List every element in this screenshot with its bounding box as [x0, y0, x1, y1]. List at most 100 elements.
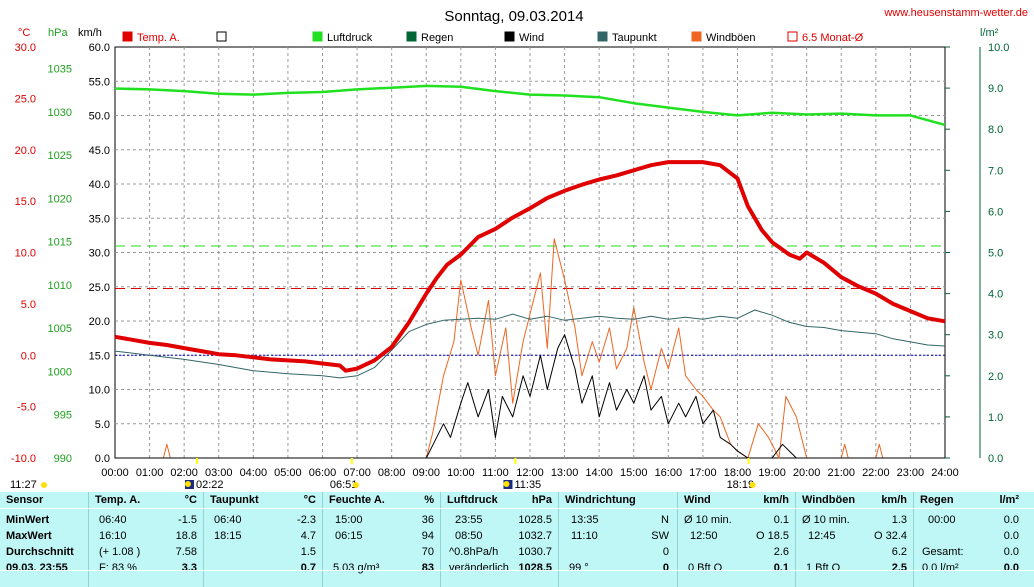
rain-tick-label: 6.0: [988, 206, 1003, 218]
wind-current-value: 0.1: [773, 562, 789, 574]
speed-tick-label: 60.0: [89, 42, 110, 54]
x-tick-label: 09:00: [412, 467, 440, 479]
wind-header: Wind: [684, 494, 711, 506]
x-tick-label: 07:00: [343, 467, 371, 479]
sun-icon: [41, 482, 47, 488]
wind-max-time: 12:50: [690, 530, 718, 542]
x-tick-label: 17:00: [689, 467, 717, 479]
gust-unit: km/h: [881, 494, 907, 506]
wind-bft: 0 Bft O: [688, 562, 723, 574]
pressure-tick-label: 1035: [48, 64, 72, 76]
dew-max-time: 18:15: [214, 530, 242, 542]
press-min-time: 23:55: [455, 514, 483, 526]
humidity-column: Feuchte A.% 15:00 36 06:15 94 70 5.03 g/m³…: [323, 492, 441, 587]
series: [114, 84, 946, 459]
dir-header: Windrichtung: [565, 494, 636, 506]
press-avg-value: 1030.7: [518, 546, 552, 558]
legend-swatch: [312, 31, 323, 42]
dir-current-value: 0: [662, 562, 669, 574]
hum-min-time: 15:00: [335, 514, 363, 526]
series-line-windb-en: [115, 238, 945, 459]
rain-tick-label: 9.0: [988, 83, 1003, 95]
dewpoint-column: Taupunkt °C 06:40 -2.3 18:15 4.7 1.5 0.7: [204, 492, 323, 587]
speed-tick-label: 50.0: [89, 111, 110, 123]
rain-tick-label: 7.0: [988, 165, 1003, 177]
dew-unit: °C: [303, 494, 316, 506]
legend-label: Taupunkt: [612, 32, 657, 44]
series-line-taupunkt: [114, 309, 946, 379]
legend-label: Luftdruck: [327, 32, 373, 44]
x-tick-label: 19:00: [758, 467, 786, 479]
wind-avg-value: 2.6: [773, 546, 789, 558]
hum-avg-value: 70: [421, 546, 434, 558]
temp-tick-label: -5.0: [17, 402, 36, 414]
x-tick-label: 00:00: [101, 467, 129, 479]
legend-swatch: [406, 31, 417, 42]
series-line-wind: [115, 334, 945, 459]
gust-max-value: O 32.4: [873, 530, 907, 542]
speed-tick-label: 30.0: [89, 248, 110, 260]
gust-header: Windböen: [802, 494, 856, 506]
legend: Temp. A. Luftdruck Regen Wind Taupunkt Windbö…: [122, 31, 864, 44]
durchschnitt-label: Durchschnitt: [6, 546, 74, 558]
x-tick-label: 08:00: [378, 467, 406, 479]
rain-header: Regen: [920, 494, 954, 506]
pressure-tick-label: 990: [54, 453, 72, 465]
x-tick-label: 16:00: [655, 467, 683, 479]
x-tick-label: 10:00: [447, 467, 475, 479]
temp-avg-value: 7.58: [175, 546, 197, 558]
dir-degrees: 99 °: [569, 562, 589, 574]
unit-rain-label: l/m²: [980, 27, 999, 39]
sun-icon: [352, 482, 359, 488]
x-tick-label: 18:00: [724, 467, 752, 479]
current-datetime: 09.03. 23:55: [6, 562, 68, 574]
press-current-value: 1028.5: [518, 562, 552, 574]
rain-unit: l/m²: [999, 494, 1019, 506]
rain-total-value: 0.0: [1003, 546, 1019, 558]
unit-temp-label: °C: [18, 27, 30, 39]
dew-avg-value: 1.5: [300, 546, 316, 558]
x-tick-label: 03:00: [205, 467, 233, 479]
press-max-time: 08:50: [455, 530, 483, 542]
weather-chart: Sonntag, 09.03.2014 www.heusenstamm-wett…: [10, 7, 1028, 491]
temp-tick-label: 20.0: [15, 145, 36, 157]
temp-min-time: 06:40: [99, 514, 127, 526]
rain-tick-label: 8.0: [988, 124, 1003, 136]
temp-column: Temp. A. °C 06:40 -1.5 16:10 18.8 (+ 1.08 )…: [89, 492, 204, 587]
speed-tick-label: 55.0: [89, 76, 110, 88]
rain-tick-label: 10.0: [988, 42, 1009, 54]
speed-tick-label: 10.0: [89, 385, 110, 397]
pressure-tick-label: 1020: [48, 193, 72, 205]
axes: 00:00 01:00 02:00 03:00 04:00 05:00 06:00 07:00…: [11, 42, 1010, 479]
dew-min-value: -2.3: [297, 514, 316, 526]
legend-swatch: [691, 31, 702, 42]
event-time-label: 18:19: [727, 479, 755, 491]
dew-max-value: 4.7: [300, 530, 316, 542]
pressure-tick-label: 1005: [48, 323, 72, 335]
rain-current-value: 0.0: [1003, 562, 1019, 574]
rain-tick-label: 4.0: [988, 289, 1003, 301]
hum-header: Feuchte A.: [329, 494, 385, 506]
pressure-tick-label: 1010: [48, 280, 72, 292]
legend-swatch: [504, 31, 515, 42]
unit-speed-label: km/h: [78, 27, 102, 39]
stats-table: Sensor MinWert MaxWert Durchschnitt 09.0…: [0, 492, 1034, 587]
x-tick-label: 06:00: [309, 467, 337, 479]
event-time-label: 11:35: [514, 479, 541, 491]
x-tick-label: 20:00: [793, 467, 821, 479]
legend-label: Regen: [421, 32, 453, 44]
sensor-column: Sensor MinWert MaxWert Durchschnitt 09.0…: [0, 492, 89, 587]
rain-column: Regen l/m² 00:00 0.0 0.0 Gesamt: 0.0 0.0 l/…: [914, 492, 1031, 587]
event-time-label: 06:51: [330, 479, 358, 491]
wind-unit: km/h: [763, 494, 789, 506]
pressure-tick-label: 1025: [48, 150, 72, 162]
legend-swatch: [787, 31, 798, 42]
moon-icon-glyph: [184, 481, 191, 487]
pressure-column: Luftdruck hPa 23:55 1028.5 08:50 1032.7 ^0.…: [441, 492, 559, 587]
hum-unit: %: [424, 494, 434, 506]
press-min-value: 1028.5: [518, 514, 552, 526]
temp-unit: °C: [184, 494, 197, 506]
x-tick-label: 21:00: [827, 467, 855, 479]
gust-current-value: 2.5: [891, 562, 907, 574]
markers: 11:27 02:22 06:51 11:35 18:19: [10, 458, 756, 491]
